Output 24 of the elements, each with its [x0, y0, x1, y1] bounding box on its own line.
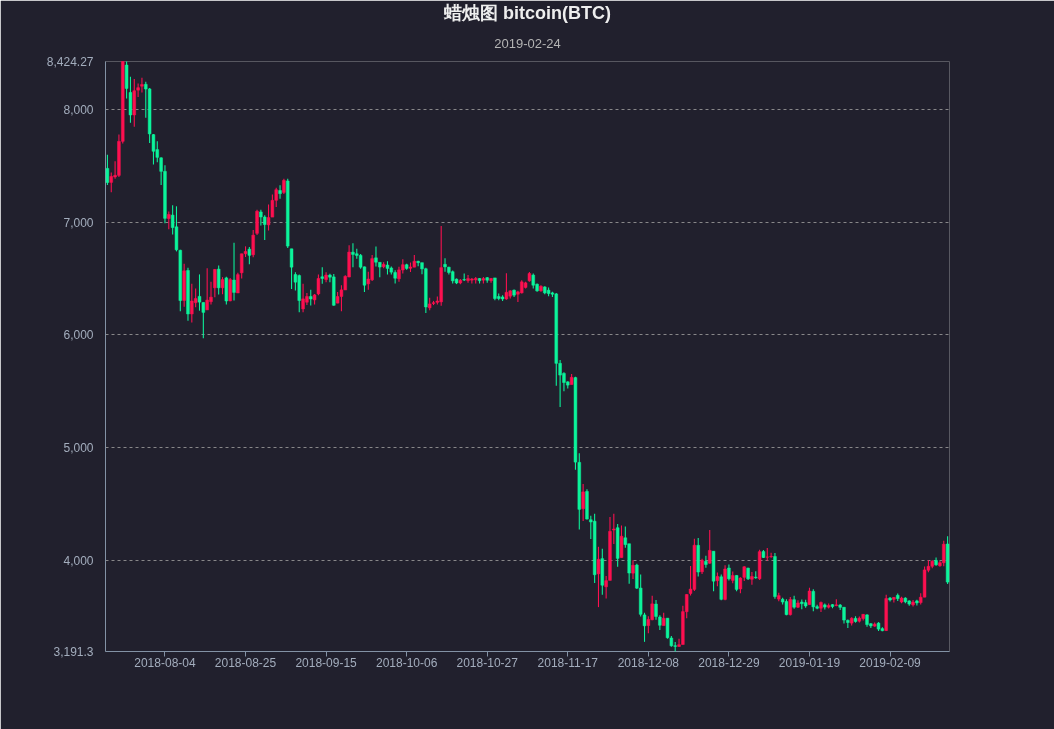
candlestick: [443, 258, 447, 272]
x-tick-label: 2019-01-19: [778, 655, 841, 670]
y-tick-label: 7,000: [63, 215, 94, 230]
y-tick-label: 5,000: [63, 441, 94, 456]
chart-subtitle: 2019-02-24: [494, 35, 561, 51]
chart-title: 蜡烛图 bitcoin(BTC): [443, 2, 611, 23]
x-tick-label: 2018-09-15: [295, 655, 358, 670]
x-tick-label: 2018-08-25: [214, 655, 277, 670]
x-tick-label: 2018-08-04: [134, 655, 196, 670]
candlestick: [631, 560, 635, 579]
candlestick: [374, 246, 378, 267]
x-tick-label: 2018-10-06: [375, 655, 438, 670]
x-tick-label: 2018-11-17: [537, 655, 599, 670]
y-tick-label: 3,191.3: [53, 645, 94, 659]
y-tick-label: 8,424.27: [46, 55, 94, 69]
candlestick: [232, 242, 236, 301]
y-tick-label: 8,000: [63, 102, 94, 117]
candlestick: [466, 275, 470, 283]
x-tick-label: 2018-12-29: [698, 655, 760, 670]
y-tick-label: 4,000: [63, 553, 94, 568]
x-tick-label: 2019-02-09: [859, 655, 922, 670]
x-tick-label: 2018-12-08: [617, 655, 680, 670]
y-tick-label: 6,000: [63, 328, 94, 343]
x-tick-label: 2018-10-27: [456, 655, 519, 670]
